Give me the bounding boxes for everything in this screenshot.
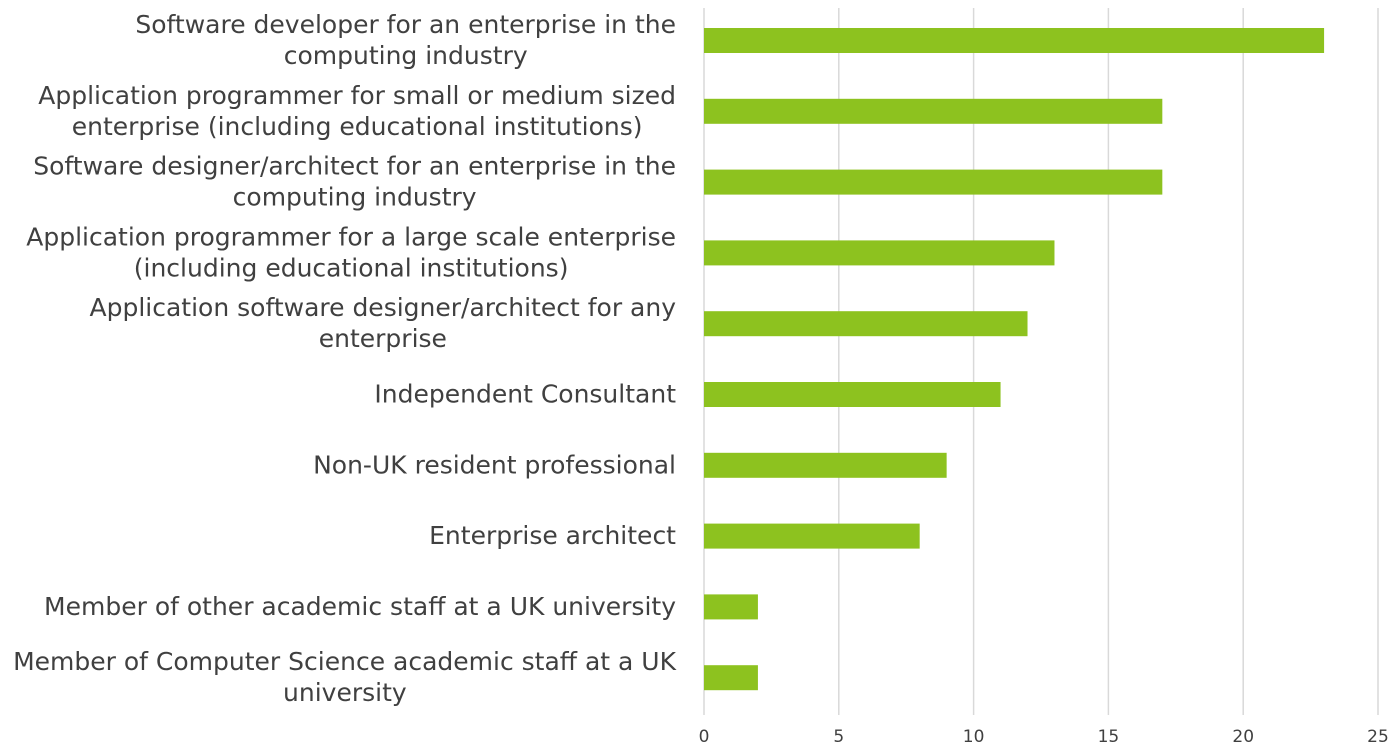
category-label-line: Non-UK resident professional [313, 450, 676, 479]
x-tick-label: 20 [1232, 727, 1254, 747]
category-label-line: enterprise [319, 324, 447, 353]
category-label-line: Software designer/architect for an enter… [33, 152, 676, 181]
bars [704, 28, 1325, 691]
x-tick-label: 0 [699, 727, 710, 747]
category-label: Application programmer for small or medi… [38, 81, 676, 141]
bar [704, 523, 920, 549]
category-label: Application programmer for a large scale… [26, 222, 676, 282]
category-label-line: Application programmer for a large scale… [26, 222, 676, 251]
category-label-line: computing industry [233, 183, 477, 212]
category-labels: Software developer for an enterprise in … [13, 10, 676, 707]
category-label-line: Enterprise architect [429, 521, 676, 550]
bar [704, 169, 1163, 195]
category-label: Member of Computer Science academic staf… [13, 647, 676, 707]
category-label: Software designer/architect for an enter… [33, 152, 676, 212]
category-label: Application software designer/architect … [90, 293, 677, 353]
category-label-line: Independent Consultant [374, 380, 676, 409]
bar [704, 665, 758, 691]
bar [704, 452, 947, 478]
category-label-line: Application programmer for small or medi… [38, 81, 676, 110]
category-label-line: Member of other academic staff at a UK u… [44, 592, 676, 621]
category-label-line: Application software designer/architect … [90, 293, 677, 322]
bar [704, 28, 1325, 53]
bar [704, 311, 1028, 337]
x-tick-label: 5 [833, 727, 844, 747]
x-axis-tick-labels: 0 5 10 15 20 25 [699, 727, 1389, 747]
category-label-line: Member of Computer Science academic staf… [13, 647, 676, 676]
x-tick-label: 15 [1098, 727, 1120, 747]
bar [704, 382, 1001, 407]
x-tick-label: 10 [963, 727, 985, 747]
category-label: Non-UK resident professional [313, 450, 676, 479]
category-label-line: (including educational institutions) [134, 253, 569, 282]
bar [704, 240, 1055, 266]
category-label: Member of other academic staff at a UK u… [44, 592, 676, 621]
bar [704, 594, 758, 620]
category-label: Software developer for an enterprise in … [135, 10, 676, 70]
category-label-line: enterprise (including educational instit… [72, 112, 643, 141]
category-label: Independent Consultant [374, 380, 676, 409]
category-label-line: university [283, 678, 407, 707]
category-label-line: Software developer for an enterprise in … [135, 10, 676, 39]
category-label: Enterprise architect [429, 521, 676, 550]
bar [704, 98, 1163, 124]
category-label-line: computing industry [284, 41, 528, 70]
x-tick-label: 25 [1367, 727, 1389, 747]
